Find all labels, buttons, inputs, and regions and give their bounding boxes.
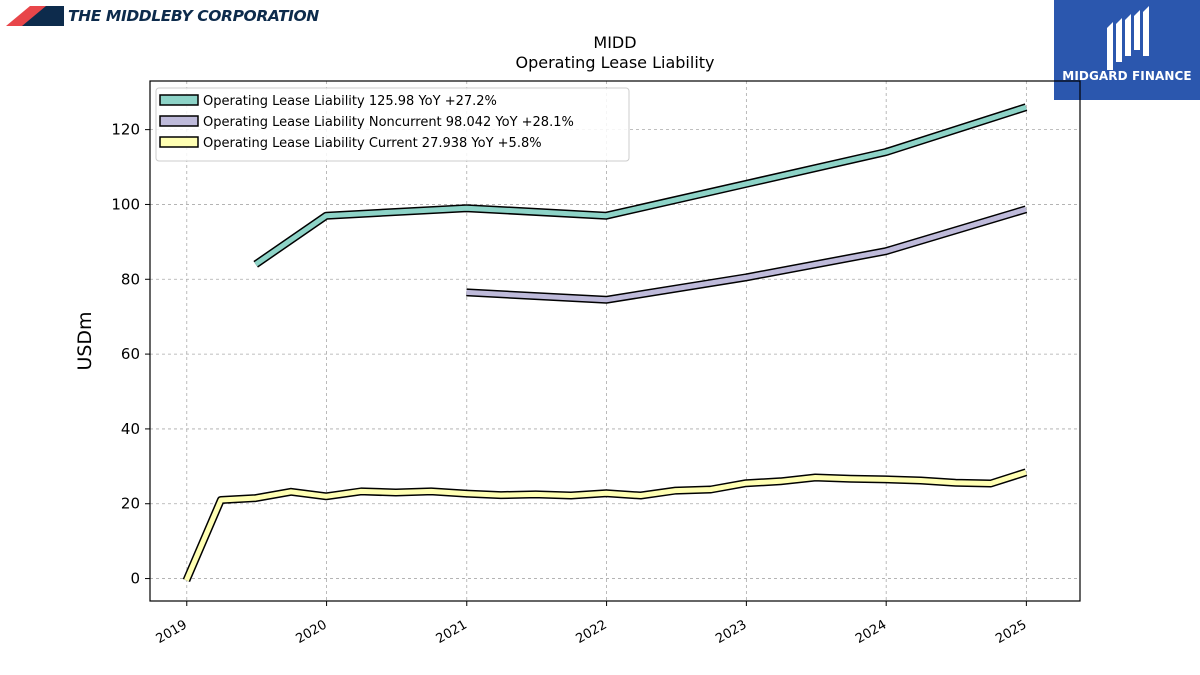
legend-swatch [159,94,199,106]
y-tick-label: 120 [111,121,140,139]
legend-swatch [159,136,199,148]
series-line-fill [466,206,1027,303]
legend-label: Operating Lease Liability Current 27.938… [203,136,542,151]
chart-subtitle: Operating Lease Liability [515,53,714,72]
y-axis-label: USDm [74,311,96,370]
y-tick-label: 60 [121,345,140,363]
y-tick-label: 0 [130,570,140,588]
legend [155,87,630,162]
brand-badge: MIDGARD FINANCE [1054,0,1200,100]
y-tick-label: 20 [121,495,140,513]
brand-logo-icon [1107,6,1149,70]
x-tick-label: 2021 [434,617,470,647]
x-tick-label: 2023 [713,617,749,647]
company-name: THE MIDDLEBY CORPORATION [68,7,319,25]
x-tick-label: 2024 [853,617,889,647]
y-tick-label: 80 [121,270,140,288]
legend-swatch [159,115,199,127]
legend-label: Operating Lease Liability Noncurrent 98.… [203,115,574,130]
series-line [253,103,1028,268]
chart-title: MIDD [593,33,636,52]
x-tick-label: 2025 [993,617,1029,647]
x-tick-label: 2020 [293,617,329,647]
x-tick-label: 2019 [154,617,190,647]
y-tick-label: 100 [111,195,140,213]
plot-frame [149,80,1081,602]
y-tick-label: 40 [121,420,140,438]
company-logo: THE MIDDLEBY CORPORATION [6,5,319,27]
series-line [466,205,1028,304]
x-tick-label: 2022 [573,617,609,647]
series-line-fill [254,104,1027,267]
series-line [182,468,1028,582]
company-logo-icon [6,6,64,26]
series-line-fill [184,469,1027,582]
legend-label: Operating Lease Liability 125.98 YoY +27… [203,94,497,109]
brand-name: MIDGARD FINANCE [1062,69,1192,83]
